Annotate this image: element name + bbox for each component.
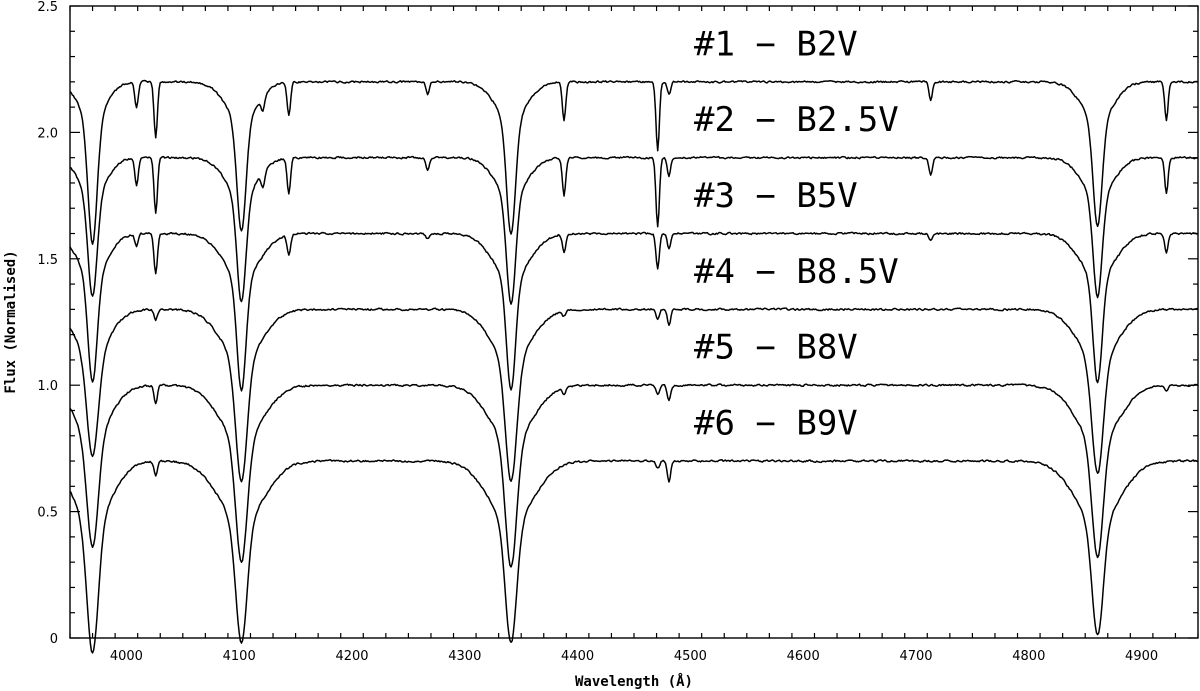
y-axis-title: Flux (Normalised) [3, 250, 19, 393]
axis-ticks [69, 5, 1199, 639]
spectrum-label: #4 − B8.5V [694, 252, 899, 292]
x-tick-label: 4300 [448, 649, 481, 664]
x-axis-title: Wavelength (Å) [575, 673, 693, 690]
spectra-series [69, 79, 1199, 654]
plot-frame [69, 5, 1199, 639]
x-tick-label: 4700 [899, 649, 932, 664]
x-tick-label: 4200 [335, 649, 368, 664]
y-tick-label: 0 [50, 632, 58, 647]
spectrum-label: #5 − B8V [694, 328, 858, 368]
spectrum-label: #2 − B2.5V [694, 100, 899, 140]
spectrum-label: #3 − B5V [694, 176, 858, 216]
x-tick-label: 4500 [674, 649, 707, 664]
y-tick-label: 1.0 [37, 379, 58, 394]
spectrum-line [69, 383, 1199, 568]
y-tick-label: 0.5 [37, 506, 58, 521]
spectrum-line [69, 459, 1199, 654]
x-tick-labels: 4000 4100 4200 4300 4400 4500 4600 4700 4800 4900 [110, 649, 1158, 664]
spectrum-label: #1 − B2V [694, 24, 858, 64]
y-tick-label: 1.5 [37, 253, 58, 268]
spectrum-label: #6 − B9V [694, 403, 858, 443]
x-tick-label: 4800 [1012, 649, 1045, 664]
spectrum-line [69, 155, 1199, 305]
x-tick-label: 4100 [223, 649, 256, 664]
spectra-labels: #1 − B2V #2 − B2.5V #3 − B5V #4 − B8.5V #5 −… [694, 24, 899, 443]
spectrum-line [69, 307, 1199, 483]
x-tick-label: 4400 [561, 649, 594, 664]
y-tick-labels: 0 0.5 1.0 1.5 2.0 2.5 [37, 0, 58, 647]
x-tick-label: 4600 [787, 649, 820, 664]
y-tick-label: 2.0 [37, 126, 58, 141]
x-tick-label: 4900 [1125, 649, 1158, 664]
y-tick-label: 2.5 [37, 0, 58, 15]
spectrum-line [69, 79, 1199, 245]
spectrum-line [69, 231, 1199, 392]
x-tick-label: 4000 [110, 649, 143, 664]
